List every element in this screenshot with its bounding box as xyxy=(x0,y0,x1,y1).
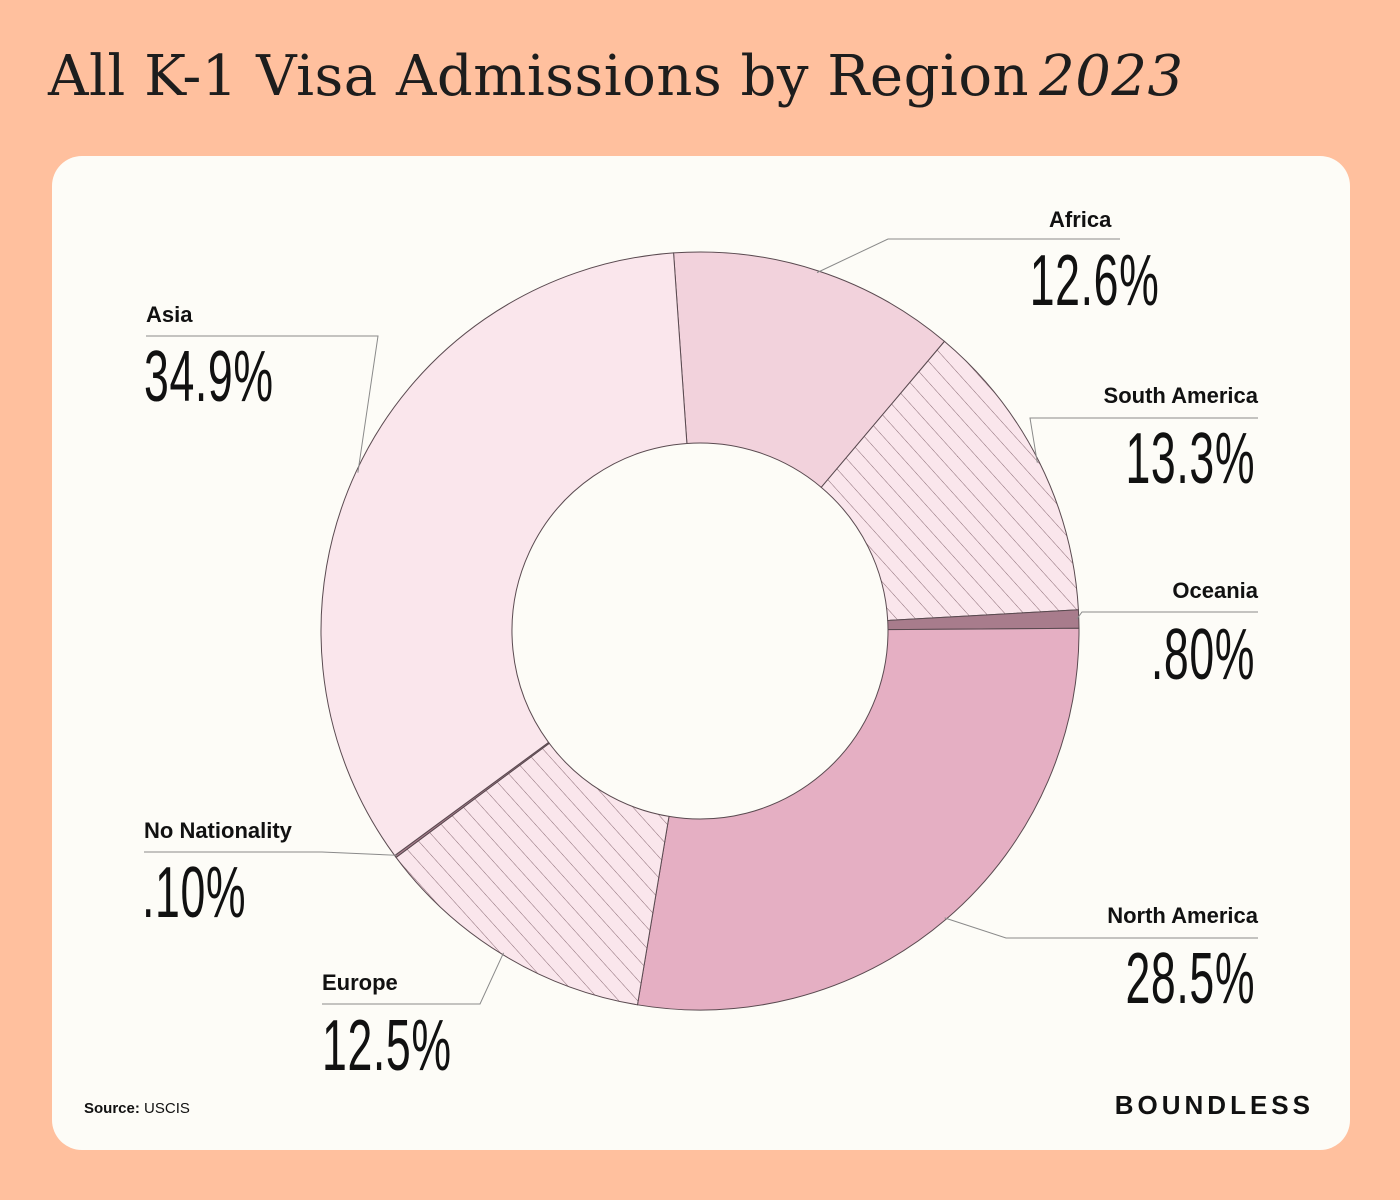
value-europe: 12.5% xyxy=(322,1006,452,1086)
leader-line-south-america xyxy=(1029,417,1258,463)
slice-africa xyxy=(673,251,946,489)
label-europe: Europe xyxy=(322,970,398,995)
value-asia: 34.9% xyxy=(144,337,274,417)
leader-line-africa xyxy=(816,238,1120,274)
value-north-america: 28.5% xyxy=(1125,939,1255,1019)
slice-asia xyxy=(320,252,688,857)
value-no-nationality: .10% xyxy=(142,853,247,933)
leader-line-oceania xyxy=(1076,611,1258,620)
leader-line-europe xyxy=(322,952,505,1005)
label-africa: Africa xyxy=(1049,207,1112,232)
slice-europe xyxy=(395,742,670,1006)
leader-line-north-america xyxy=(944,917,1258,939)
source-label: Source: xyxy=(84,1100,140,1117)
label-asia: Asia xyxy=(146,302,193,327)
value-south-america: 13.3% xyxy=(1125,419,1255,499)
leader-line-asia xyxy=(146,335,379,473)
value-oceania: .80% xyxy=(1150,615,1255,695)
chart-title: All K-1 Visa Admissions by Region 2023 xyxy=(48,44,1184,109)
title-year: 2023 xyxy=(1039,44,1184,109)
leader-line-no-nationality xyxy=(144,851,398,856)
source-value: USCIS xyxy=(144,1100,190,1117)
label-north-america: North America xyxy=(1107,903,1258,928)
title-text: All K-1 Visa Admissions by Region xyxy=(48,44,1030,109)
slice-north-america xyxy=(636,627,1080,1011)
label-south-america: South America xyxy=(1103,383,1258,408)
brand-logo: BOUNDLESS xyxy=(1114,1090,1314,1120)
source-note: Source: USCIS xyxy=(84,1100,190,1117)
value-africa: 12.6% xyxy=(1029,241,1160,321)
label-oceania: Oceania xyxy=(1172,578,1258,603)
slice-south-america xyxy=(820,340,1079,621)
label-no-nationality: No Nationality xyxy=(144,818,292,843)
